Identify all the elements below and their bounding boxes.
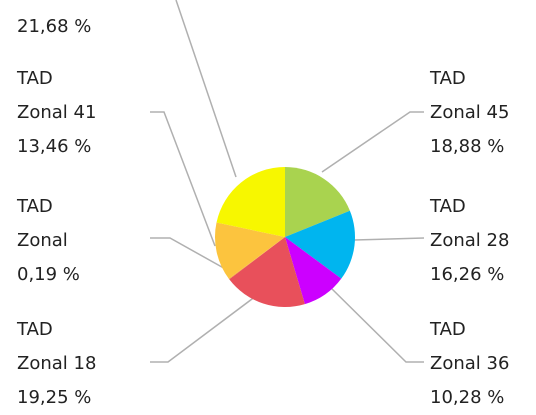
pie-slice xyxy=(216,167,285,237)
category-label: TAD Zonal xyxy=(17,196,68,251)
category-label: TAD Zonal 18 xyxy=(17,319,97,374)
pie-slice xyxy=(285,210,356,279)
leader-line xyxy=(353,237,425,241)
value-label: 10,28 % xyxy=(430,387,505,408)
pie-slice xyxy=(215,222,285,279)
value-label: 21,68 % xyxy=(17,16,92,37)
category-label: TAD Zonal 36 xyxy=(430,319,510,374)
category-label: TAD Zonal 28 xyxy=(430,196,510,251)
leader-line xyxy=(150,295,257,363)
value-label: 16,26 % xyxy=(430,264,505,285)
value-label: 0,19 % xyxy=(17,264,80,285)
leader-line xyxy=(150,237,230,272)
category-label: TAD Zonal 45 xyxy=(430,68,510,123)
leader-line xyxy=(150,111,216,247)
pie-slice xyxy=(285,167,350,237)
value-label: 13,46 % xyxy=(17,136,92,157)
slice-label: TAD Zonal 0,19 % xyxy=(17,190,80,292)
leader-line xyxy=(175,0,237,178)
slice-label: TAD Zonal 18 19,25 % xyxy=(17,313,96,415)
slice-label: TAD Zonal 41 13,46 % xyxy=(17,62,96,164)
value-label: 19,25 % xyxy=(17,387,92,408)
category-label: TAD Zonal 41 xyxy=(17,68,97,123)
slice-label: TAD Zonal 45 18,88 % xyxy=(430,62,509,164)
pie xyxy=(215,167,356,307)
leader-line xyxy=(321,111,424,173)
pie-slice xyxy=(228,237,285,280)
leader-lines xyxy=(150,0,425,363)
pie-slice xyxy=(229,237,305,307)
slice-label: TAD Zonal 28 16,26 % xyxy=(430,190,509,292)
leader-line xyxy=(329,286,424,363)
slice-label: 21,68 % xyxy=(17,10,91,44)
slice-label: TAD Zonal 36 10,28 % xyxy=(430,313,509,415)
pie-slice xyxy=(285,237,342,305)
value-label: 18,88 % xyxy=(430,136,505,157)
